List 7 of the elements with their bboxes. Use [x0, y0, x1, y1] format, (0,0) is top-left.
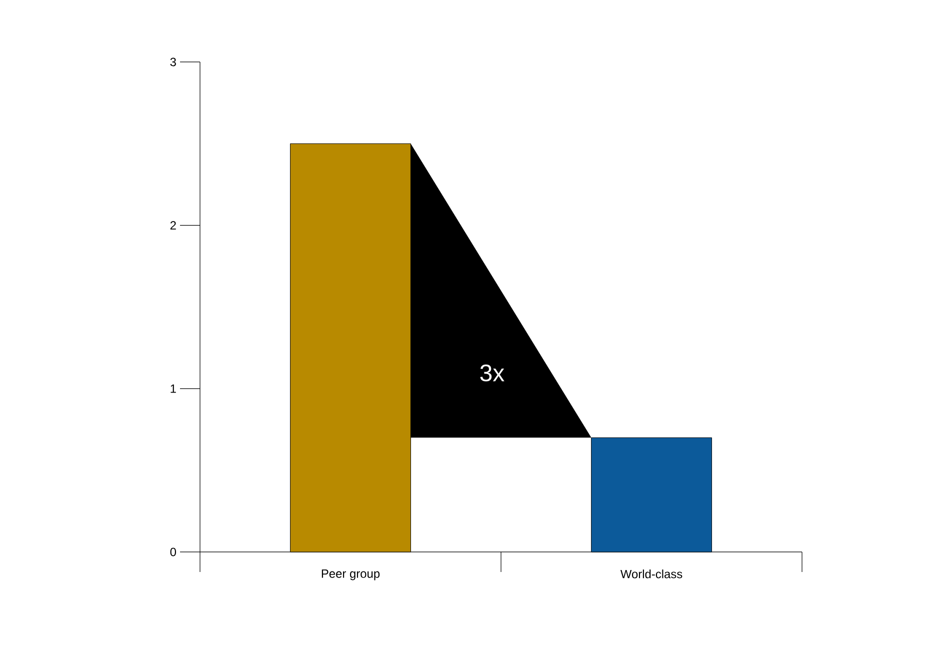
y-tick-label: 3	[170, 58, 176, 66]
x-tick-label: Peer group	[322, 570, 380, 580]
y-tick-label: 0	[170, 548, 176, 556]
annotation: 3x	[480, 364, 504, 382]
y-tick-label: 1	[170, 384, 176, 393]
y-tick-label: 2	[170, 221, 176, 230]
x-tick-label: World-class	[620, 570, 682, 578]
